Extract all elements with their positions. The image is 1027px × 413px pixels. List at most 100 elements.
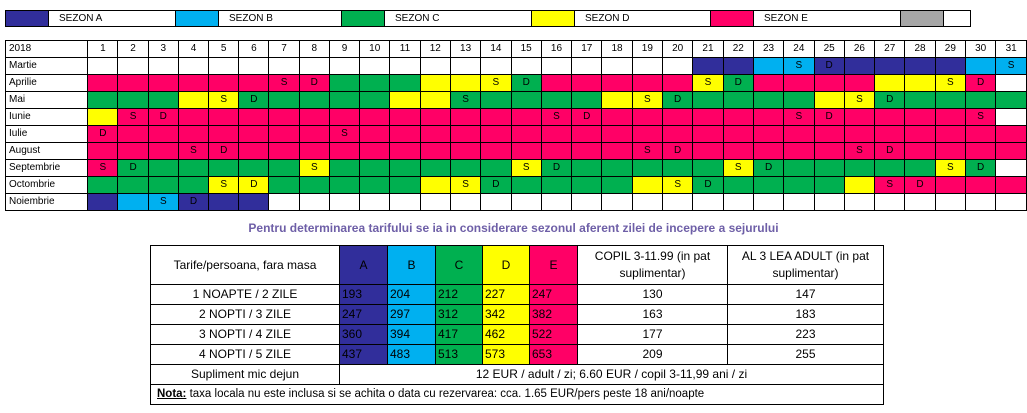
footnote-label: Nota:	[157, 388, 187, 400]
day-cell	[449, 142, 482, 160]
day-cell	[419, 108, 451, 126]
day-cell: D	[964, 159, 997, 177]
day-cell	[752, 74, 785, 92]
day-cell	[601, 74, 633, 92]
breakfast-label: Supliment mic dejun	[150, 364, 340, 385]
season-price: 247	[339, 304, 388, 325]
day-cell	[449, 159, 482, 177]
day-cell	[147, 91, 179, 109]
price-row-label: 2 NOPTI / 3 ZILE	[150, 304, 340, 325]
legend-label	[943, 11, 970, 26]
day-cell	[480, 57, 512, 75]
day-cell	[238, 125, 270, 143]
day-cell: D	[540, 159, 573, 177]
legend-label: SEZON E	[753, 11, 900, 26]
day-cell	[268, 142, 300, 160]
legend-swatch	[6, 11, 48, 26]
day-cell: D	[662, 91, 694, 109]
day-cell	[995, 159, 1027, 177]
day-cell	[783, 142, 815, 160]
day-cell	[389, 108, 421, 126]
calendar-month-row: Septembrie S D S S D S D S D	[4, 159, 1027, 177]
day-cell: D	[874, 91, 906, 109]
breakfast-value: 12 EUR / adult / zi; 6.60 EUR / copil 3-…	[339, 364, 884, 385]
footnote: Nota: taxa locala nu este inclusa si se …	[150, 384, 884, 405]
season-price: 297	[387, 304, 436, 325]
calendar-month-row: August S D S D S D	[4, 142, 1027, 160]
day-cell	[328, 142, 361, 160]
day-cell	[692, 159, 724, 177]
day-cell	[238, 159, 270, 177]
calendar-header-row: 2018 1 2 3 4 5 6 7 8 9 10 11 12 13 14 15 16 17 18 19 20 21 22 2…	[4, 40, 1027, 58]
day-cell	[631, 176, 664, 194]
day-cell	[813, 125, 845, 143]
price-header-label: Tarife/persoana, fara masa	[150, 245, 340, 285]
day-cell	[540, 176, 573, 194]
day-cell	[601, 142, 633, 160]
season-note: Pentru determinarea tarifului se ia in c…	[248, 221, 779, 235]
season-price: 462	[482, 324, 530, 345]
day-cell	[843, 108, 876, 126]
day-cell	[964, 176, 997, 194]
day-header: 26	[843, 40, 876, 58]
day-cell: S	[995, 57, 1027, 75]
month-label: Octombrie	[4, 176, 89, 194]
day-cell	[359, 176, 391, 194]
day-cell	[964, 125, 997, 143]
season-calendar: 2018 1 2 3 4 5 6 7 8 9 10 11 12 13 14 15 16 17 18 19 20 21 22 2…	[4, 40, 1027, 211]
day-cell	[328, 159, 361, 177]
day-cell	[752, 57, 785, 75]
day-cell	[662, 108, 694, 126]
day-cell	[601, 176, 633, 194]
day-cell	[934, 57, 966, 75]
day-cell: S	[117, 108, 149, 126]
season-header-e: E	[529, 245, 578, 285]
day-cell	[268, 125, 300, 143]
day-cell	[904, 159, 936, 177]
day-cell	[934, 108, 966, 126]
day-cell: S	[268, 74, 300, 92]
calendar-month-row: Iunie S D S D S D S	[4, 108, 1027, 126]
day-cell	[752, 176, 785, 194]
day-cell	[268, 57, 300, 75]
day-header: 27	[874, 40, 906, 58]
day-cell	[995, 91, 1027, 109]
day-cell	[268, 193, 300, 211]
day-header: 10	[359, 40, 391, 58]
day-cell	[843, 176, 876, 194]
day-cell	[601, 57, 633, 75]
day-cell	[419, 91, 451, 109]
legend-item-c: SEZON C	[341, 10, 532, 27]
day-cell	[783, 91, 815, 109]
day-cell	[510, 193, 542, 211]
day-cell	[117, 176, 149, 194]
day-header: 7	[268, 40, 300, 58]
day-cell	[117, 125, 149, 143]
day-header: 30	[964, 40, 997, 58]
day-cell	[419, 74, 451, 92]
day-cell	[177, 176, 210, 194]
price-row-label: 4 NOPTI / 5 ZILE	[150, 344, 340, 365]
third-adult-price: 223	[727, 324, 884, 345]
day-cell	[87, 108, 119, 126]
day-cell	[752, 193, 785, 211]
day-cell	[601, 108, 633, 126]
day-cell	[268, 176, 300, 194]
legend-swatch	[176, 11, 218, 26]
day-cell: S	[692, 74, 724, 92]
day-cell: D	[722, 74, 754, 92]
day-cell	[177, 91, 210, 109]
day-cell	[571, 125, 603, 143]
day-cell	[692, 193, 724, 211]
day-cell	[722, 125, 754, 143]
day-cell	[995, 176, 1027, 194]
day-cell: D	[662, 142, 694, 160]
day-cell	[268, 108, 300, 126]
day-cell	[571, 91, 603, 109]
day-header: 22	[722, 40, 754, 58]
day-cell	[813, 142, 845, 160]
day-cell	[510, 91, 542, 109]
day-cell	[208, 57, 240, 75]
day-cell: S	[540, 108, 573, 126]
day-cell	[995, 125, 1027, 143]
